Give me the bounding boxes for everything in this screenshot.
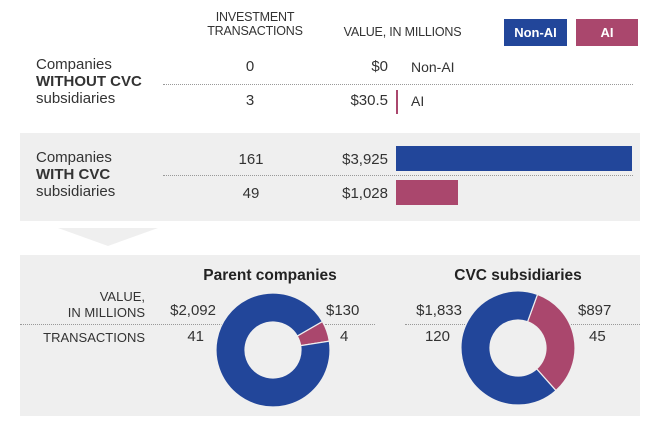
transactions-column-header: INVESTMENT TRANSACTIONS xyxy=(190,10,320,38)
transactions-row-label: TRANSACTIONS xyxy=(43,330,145,345)
group-label-line1: Companies xyxy=(36,56,112,73)
donut-slice-non-ai xyxy=(460,290,557,406)
group-label-line3: subsidiaries xyxy=(36,90,116,107)
donut-ai-transactions: 4 xyxy=(340,328,349,345)
transactions-header-line1: INVESTMENT xyxy=(215,10,295,24)
row-divider xyxy=(565,324,640,325)
donut-title-cvc-subsidiaries: CVC subsidiaries xyxy=(454,267,582,284)
transactions-value: 3 xyxy=(245,92,255,109)
donut-non-ai-value: $2,092 xyxy=(170,302,216,319)
legend-non-ai: Non-AI xyxy=(504,19,567,46)
donut-non-ai-transactions: 120 xyxy=(424,328,450,345)
value-amount: $3,925 xyxy=(342,151,388,168)
transactions-value: 49 xyxy=(242,185,260,202)
donut-ai-value: $897 xyxy=(578,302,612,319)
value-row-label-line1: VALUE, xyxy=(99,289,145,304)
row-divider xyxy=(163,84,633,85)
down-arrow-icon xyxy=(58,228,158,246)
donut-ai-value: $130 xyxy=(326,302,360,319)
row-divider xyxy=(20,324,230,325)
donut-slice-non-ai xyxy=(215,292,331,408)
donut-ai-transactions: 45 xyxy=(589,328,606,345)
bar-ai-with-cvc xyxy=(396,180,458,205)
row-divider xyxy=(163,175,633,176)
legend-ai: AI xyxy=(576,19,638,46)
transactions-value: 161 xyxy=(238,151,264,168)
legend-ai-label: AI xyxy=(600,25,614,40)
donut-non-ai-value: $1,833 xyxy=(416,302,462,319)
bar-non-ai-with-cvc xyxy=(396,146,632,171)
value-amount: $0 xyxy=(371,58,388,75)
group-label-line3: subsidiaries xyxy=(36,183,116,200)
group-label-with-cvc: Companies WITH CVC subsidiaries xyxy=(36,149,166,200)
group-label-line1: Companies xyxy=(36,149,112,166)
group-label-without-cvc: Companies WITHOUT CVC subsidiaries xyxy=(36,56,166,107)
inline-label-non-ai: Non-AI xyxy=(411,59,455,75)
donut-slice-ai xyxy=(526,293,576,392)
donut-chart-cvc-subsidiaries xyxy=(460,290,576,406)
donut-non-ai-transactions: 41 xyxy=(187,328,204,345)
group-label-line2: WITH CVC xyxy=(36,166,111,183)
bar-ai-without-cvc xyxy=(396,90,398,114)
value-column-header: VALUE, IN MILLIONS xyxy=(343,25,462,39)
donut-title-parent-companies: Parent companies xyxy=(203,267,337,284)
value-row-label: VALUE, IN MILLIONS xyxy=(30,289,145,321)
value-amount: $30.5 xyxy=(350,92,388,109)
group-label-line2: WITHOUT CVC xyxy=(36,73,142,90)
value-amount: $1,028 xyxy=(342,185,388,202)
row-divider xyxy=(405,324,475,325)
inline-label-ai: AI xyxy=(411,93,425,109)
donut-chart-parent-companies xyxy=(215,292,331,408)
legend-non-ai-label: Non-AI xyxy=(514,25,557,40)
transactions-header-line2: TRANSACTIONS xyxy=(207,24,303,38)
transactions-value: 0 xyxy=(245,58,255,75)
row-divider xyxy=(325,324,375,325)
value-row-label-line2: IN MILLIONS xyxy=(67,305,145,320)
